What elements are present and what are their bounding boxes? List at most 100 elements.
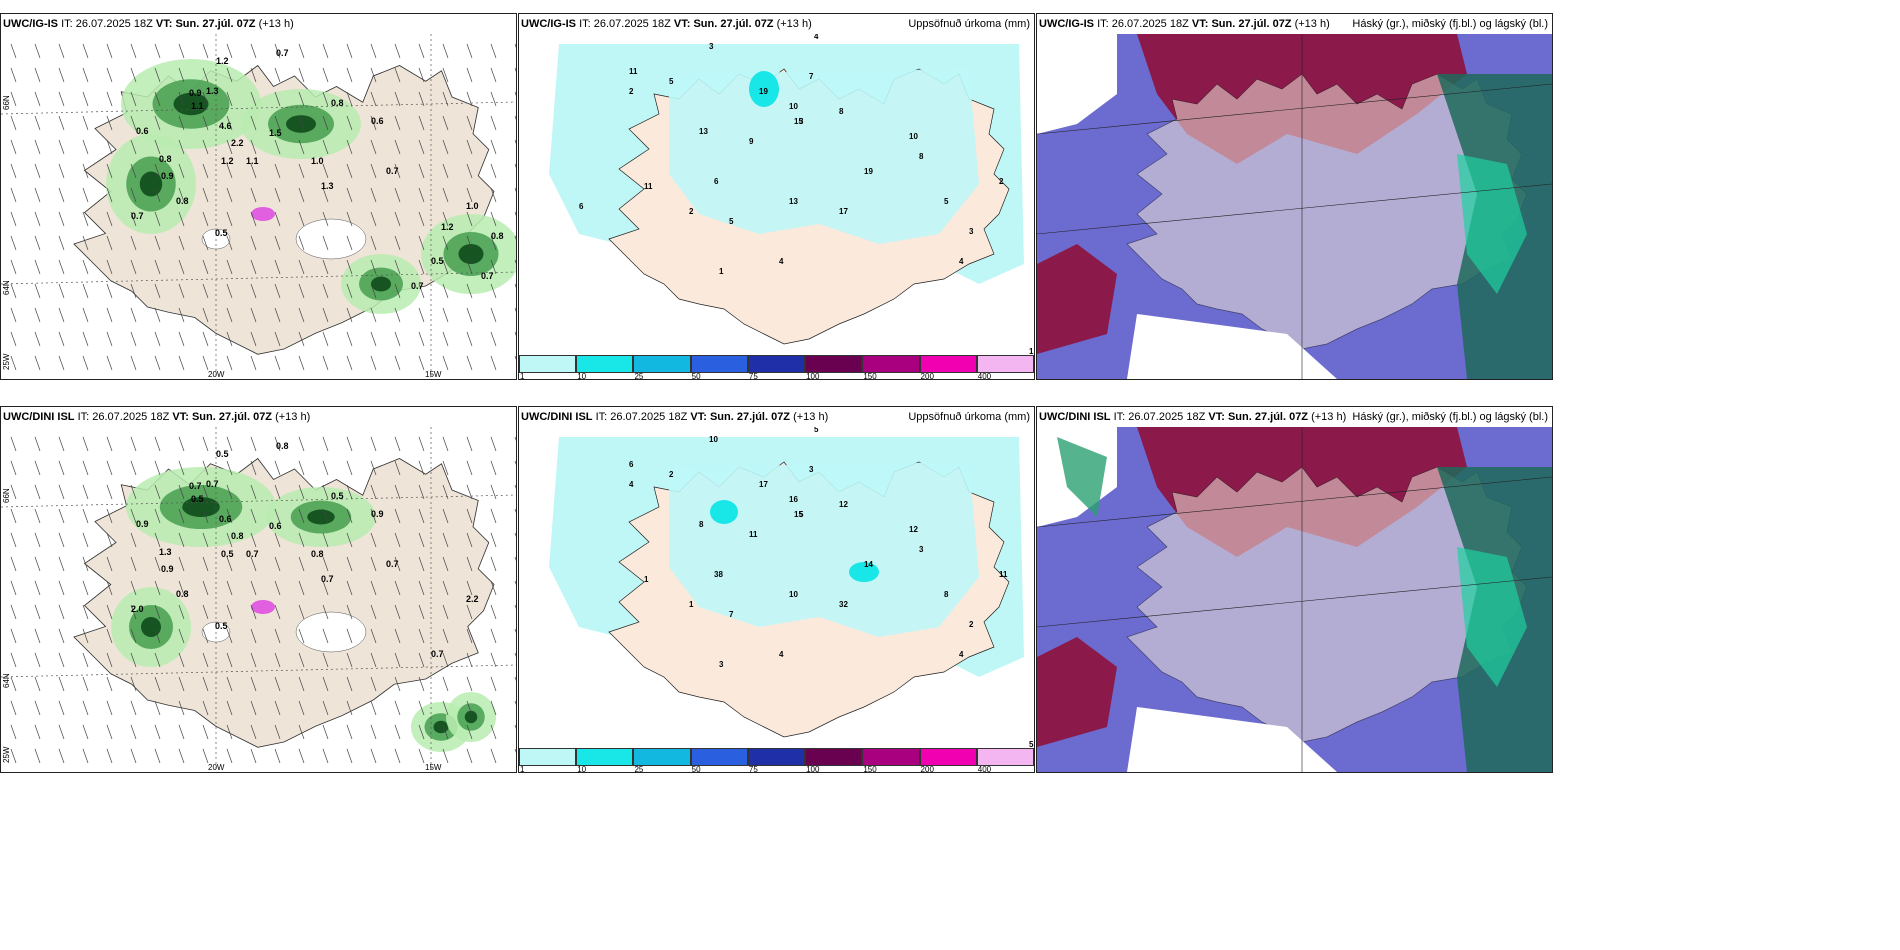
precip-value-label: 19 xyxy=(864,167,873,176)
panel-top-wind: UWC/IG-IS IT: 26.07.2025 18Z VT: Sun. 27… xyxy=(0,13,517,380)
lon-label-25w: 25W xyxy=(2,353,11,370)
lat-label-66n: 66N xyxy=(2,95,11,110)
wind-barb xyxy=(58,259,65,275)
wind-barb xyxy=(322,355,329,371)
wind-barb xyxy=(274,355,281,371)
precip-value-label: 1.3 xyxy=(321,181,334,191)
colorbar-swatch xyxy=(519,355,577,373)
wind-barb xyxy=(202,235,209,251)
wind-barb xyxy=(418,604,425,620)
wind-barb xyxy=(370,235,377,251)
wind-barb xyxy=(154,460,161,476)
wind-barb xyxy=(34,748,41,764)
precip-value-label: 4 xyxy=(959,257,964,266)
wind-barb xyxy=(370,676,377,692)
lon-label-15w: 15W xyxy=(425,370,442,379)
wind-barb xyxy=(466,676,473,692)
wind-barb xyxy=(10,163,17,179)
panel-title: UWC/DINI ISL IT: 26.07.2025 18Z VT: Sun.… xyxy=(3,411,310,423)
model-name: UWC/IG-IS xyxy=(1039,18,1094,30)
it-value: 26.07.2025 18Z xyxy=(75,18,153,30)
wind-barb xyxy=(58,556,65,572)
wind-barb xyxy=(298,436,305,452)
precip-value-label: 14 xyxy=(864,560,873,569)
wind-barb xyxy=(58,163,65,179)
wind-barb xyxy=(106,604,113,620)
wind-barb xyxy=(58,508,65,524)
precip-value-label: 0.5 xyxy=(331,491,344,501)
wind-barb xyxy=(106,460,113,476)
precip-value-label: 1 xyxy=(1029,347,1034,356)
wind-barb xyxy=(346,115,353,131)
wind-barb xyxy=(154,580,161,596)
wind-barb xyxy=(250,556,257,572)
wind-barb xyxy=(370,115,377,131)
vt-label: VT: xyxy=(1191,18,1209,30)
wind-barb xyxy=(322,436,329,452)
colorbar-swatch xyxy=(976,748,1034,766)
wind-barb xyxy=(130,652,137,668)
it-label: IT: xyxy=(595,411,608,423)
wind-barb xyxy=(418,259,425,275)
wind-barb xyxy=(178,187,185,203)
wind-barb xyxy=(58,139,65,155)
wind-barb xyxy=(466,331,473,347)
model-name: UWC/DINI ISL xyxy=(3,411,75,423)
wind-barb xyxy=(154,235,161,251)
wind-barb xyxy=(442,331,449,347)
wind-barb xyxy=(202,331,209,347)
wind-barb xyxy=(346,748,353,764)
colorbar-tick-label: 400 xyxy=(977,765,992,773)
wind-barb xyxy=(250,211,257,227)
wind-barb xyxy=(250,484,257,500)
wind-barb xyxy=(490,283,497,299)
wind-barb xyxy=(226,604,233,620)
wind-barb xyxy=(10,556,17,572)
wind-barb xyxy=(322,43,329,59)
graticule-line xyxy=(1037,183,1552,235)
wind-barb xyxy=(274,700,281,716)
wind-barb xyxy=(154,355,161,371)
wind-barb xyxy=(466,187,473,203)
wind-barb xyxy=(394,628,401,644)
latitude-line xyxy=(1,271,516,285)
wind-barb xyxy=(178,211,185,227)
panel-bottom-accum-precip: UWC/DINI ISL IT: 26.07.2025 18Z VT: Sun.… xyxy=(518,406,1035,773)
wind-barb xyxy=(370,700,377,716)
map-area: 10 5 4 2 3 6 17 16 15 12 11 8 14 38 32 5 7 1 3 4 10 12 8 11 2 3 4 5… xyxy=(519,427,1034,749)
wind-barb xyxy=(298,724,305,740)
wind-barb xyxy=(322,652,329,668)
wind-barb xyxy=(418,652,425,668)
colorbar-swatch xyxy=(633,748,691,766)
wind-barb xyxy=(298,91,305,107)
wind-barb xyxy=(106,676,113,692)
it-value: 26.07.2025 18Z xyxy=(593,18,671,30)
wind-barb xyxy=(58,436,65,452)
wind-barb xyxy=(130,91,137,107)
wind-barb xyxy=(202,652,209,668)
wind-barb xyxy=(178,460,185,476)
precip-value-label: 0.8 xyxy=(331,98,344,108)
wind-barb xyxy=(34,484,41,500)
wind-barb xyxy=(178,259,185,275)
it-value: 26.07.2025 18Z xyxy=(92,411,170,423)
wind-barb xyxy=(106,700,113,716)
precip-value-label: 0.6 xyxy=(219,514,232,524)
wind-barb xyxy=(346,43,353,59)
wind-barb xyxy=(178,235,185,251)
colorbar-tick-label: 10 xyxy=(577,372,587,380)
wind-barb xyxy=(514,724,516,729)
wind-barb xyxy=(466,460,473,476)
wind-barb xyxy=(226,187,233,203)
colorbar-swatch xyxy=(805,355,863,373)
wind-barb xyxy=(298,532,305,548)
precip-value-label: 0.8 xyxy=(231,531,244,541)
wind-barb xyxy=(298,604,305,620)
wind-barb xyxy=(346,724,353,740)
wind-barb xyxy=(298,676,305,692)
wind-barb xyxy=(10,67,17,83)
wind-barb xyxy=(34,604,41,620)
wind-barb xyxy=(442,436,449,452)
colorbar-swatch xyxy=(919,748,977,766)
precip-value-label: 0.7 xyxy=(321,574,334,584)
